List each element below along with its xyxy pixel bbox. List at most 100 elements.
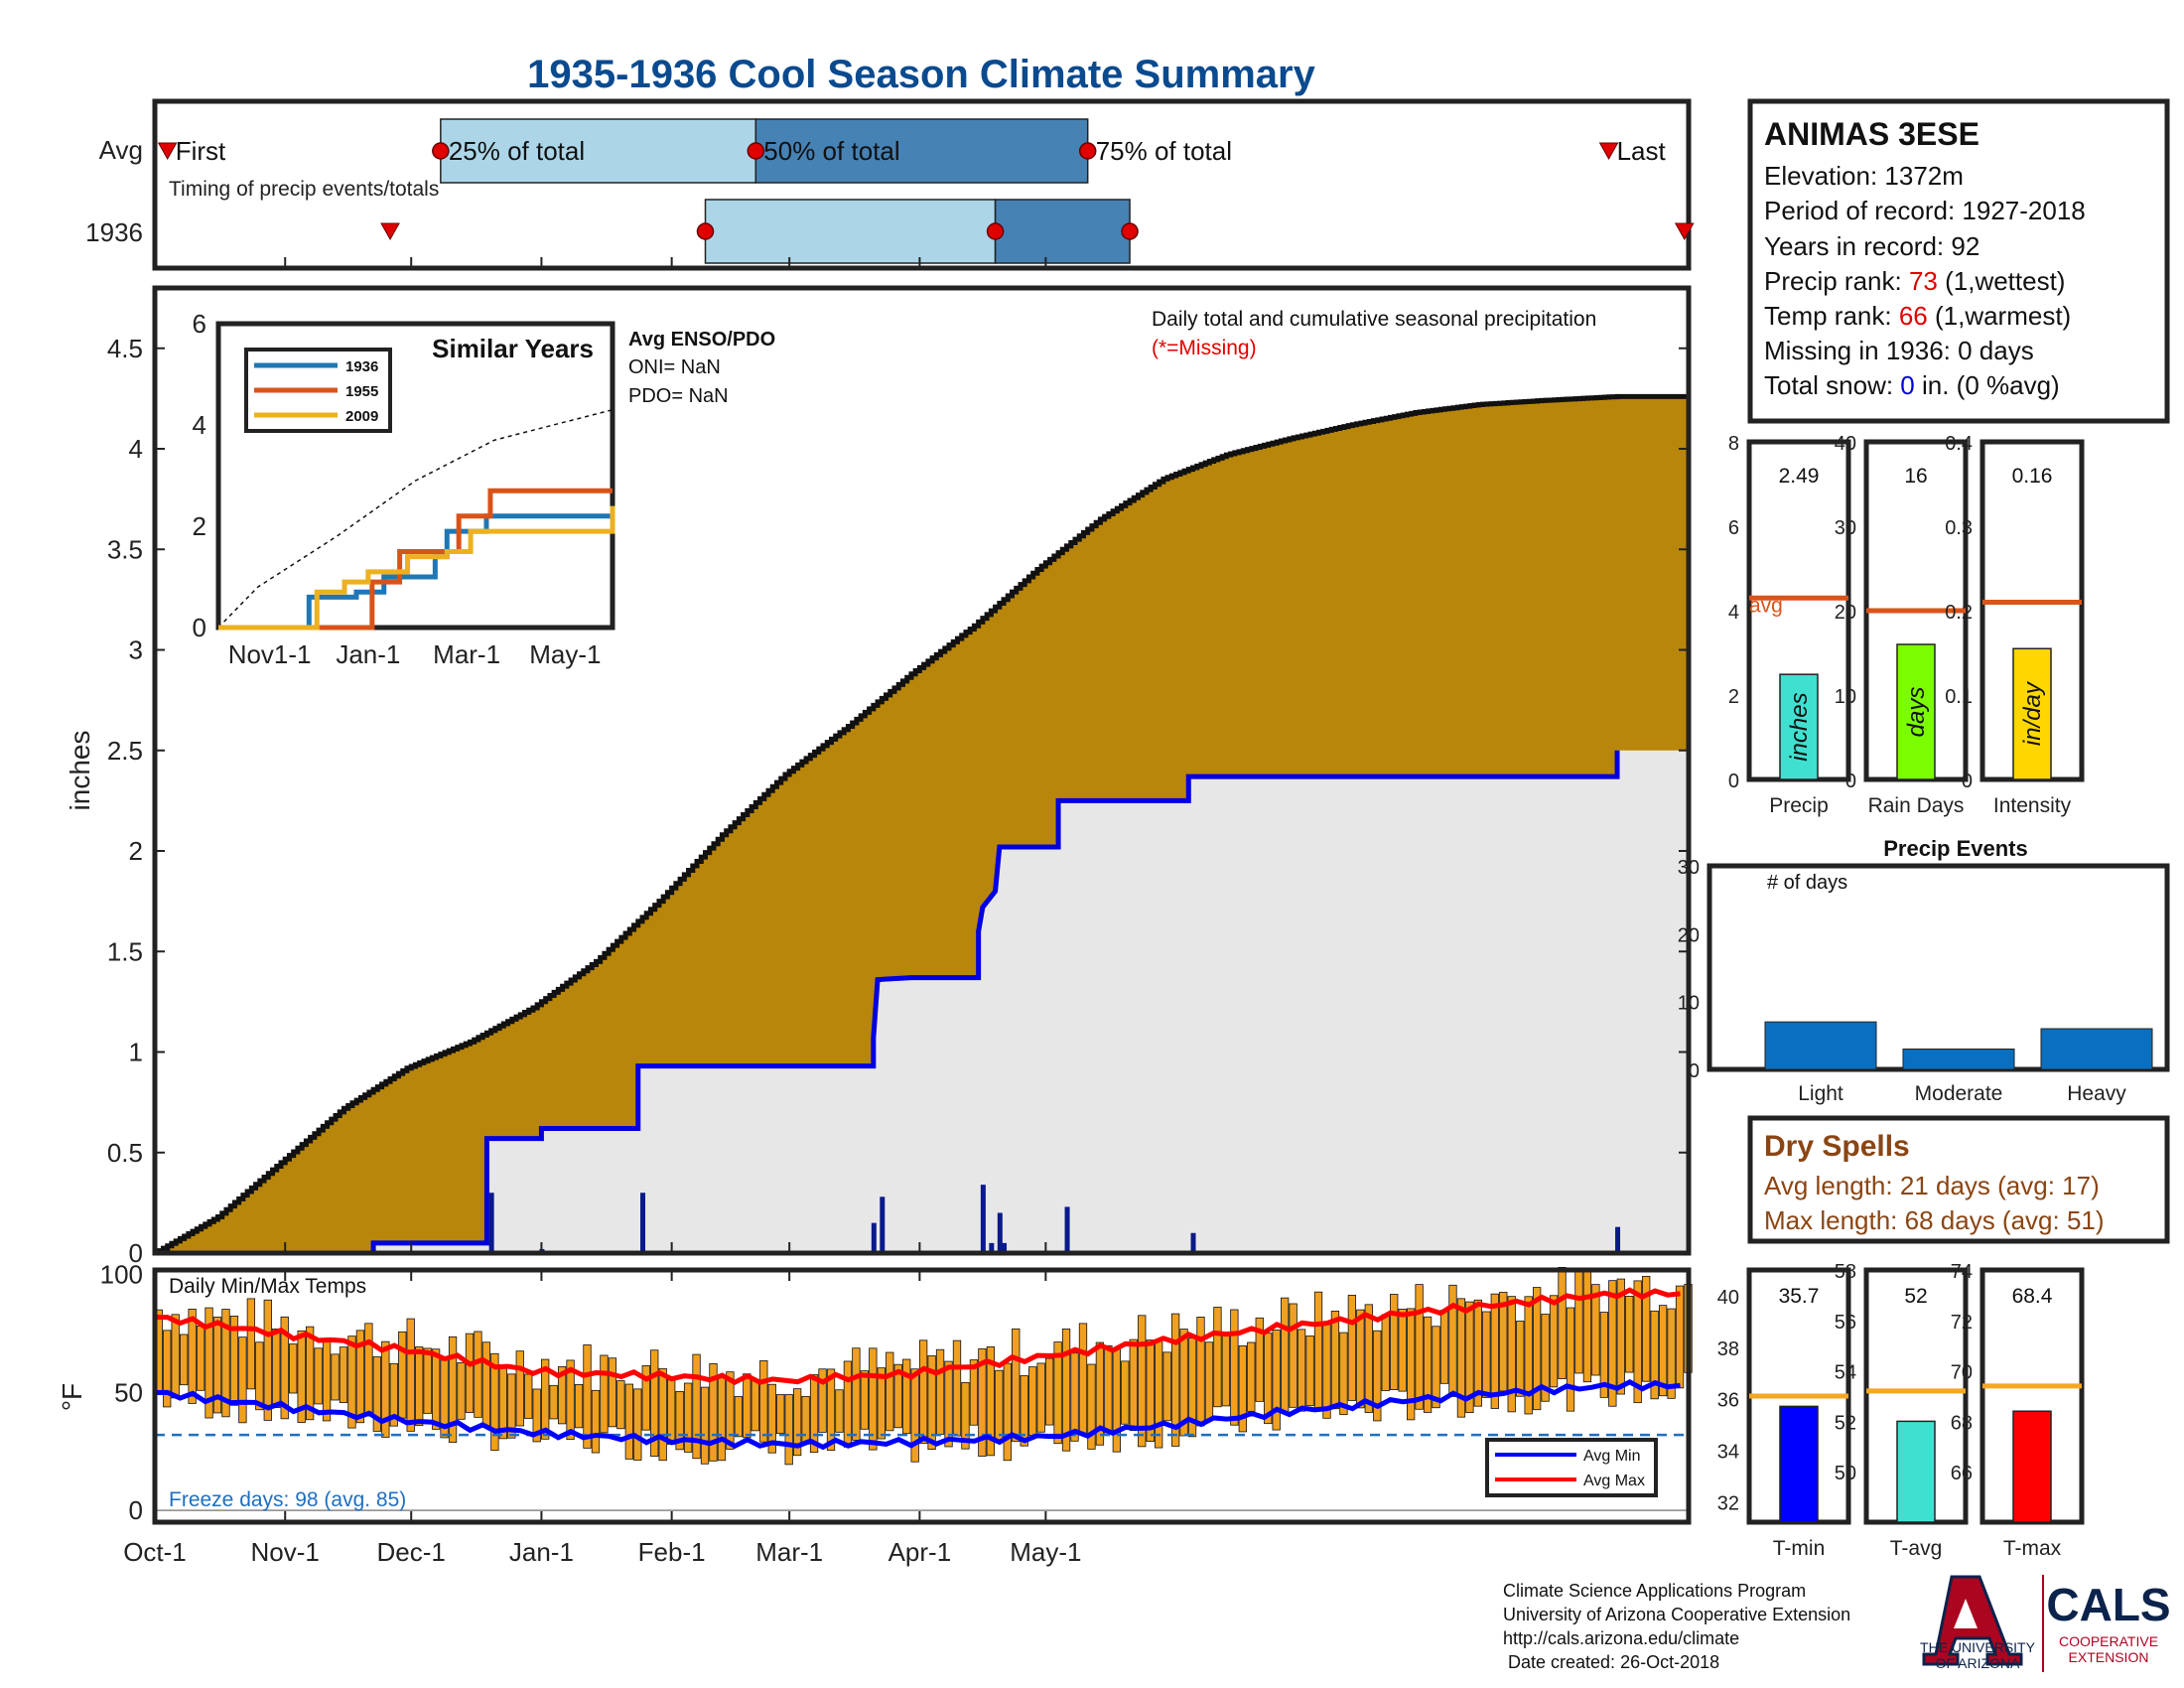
- daily-temp-bar: [364, 1323, 373, 1415]
- mini-bar-x-label: Intensity: [1993, 794, 2072, 817]
- timing-box-50-75: [754, 118, 1089, 184]
- daily-temp-bar: [734, 1396, 744, 1438]
- daily-temp-bar: [406, 1318, 415, 1432]
- daily-temp-bar: [944, 1360, 953, 1448]
- precip-events-marks: 0 10 20 30 Light Moderate Heavy: [1678, 857, 2153, 1105]
- inset-series-2009: [218, 505, 615, 631]
- daily-temp-bar: [1213, 1307, 1222, 1408]
- daily-temp-bar: [305, 1326, 315, 1421]
- station-precip-rank: Precip rank: 73 (1,wettest): [1764, 266, 2065, 296]
- mini-bar-unit: inches: [1786, 692, 1813, 761]
- precip-y-tick-label: 0.5: [107, 1138, 143, 1168]
- daily-temp-bar: [1574, 1271, 1583, 1374]
- daily-temp-bar: [1558, 1266, 1567, 1379]
- mini-bar-y-tick-label: 0.1: [1945, 686, 1973, 708]
- daily-temp-bar: [1196, 1317, 1205, 1427]
- daily-temp-bar: [591, 1389, 601, 1454]
- daily-temp-bar: [792, 1388, 802, 1457]
- daily-temp-bar: [1532, 1287, 1542, 1411]
- mini-bar-y-tick-label: 0.4: [1945, 433, 1973, 455]
- daily-temp-bar: [255, 1341, 264, 1411]
- daily-temp-bar: [759, 1360, 768, 1443]
- temp-bar-y-tick-label: 40: [1717, 1287, 1739, 1309]
- precip-events-note: # of days: [1767, 872, 1847, 894]
- temp-marks: [154, 1266, 1693, 1511]
- timing-percentile-dot: [1121, 222, 1139, 240]
- daily-temp-bar: [355, 1330, 365, 1424]
- timing-panel: Avg 1936 Timing of precip events/totals …: [85, 98, 1695, 271]
- events-x-label: Heavy: [2067, 1082, 2126, 1105]
- temp-y-ticks: 0 50 100: [100, 1260, 143, 1525]
- daily-temp-bar: [986, 1346, 996, 1457]
- daily-temp-bar: [1642, 1276, 1651, 1382]
- daily-temp-bar: [624, 1383, 633, 1460]
- station-name: ANIMAS 3ESE: [1764, 116, 1979, 152]
- daily-temp-bar: [557, 1366, 567, 1425]
- inset-x-tick-label: May-1: [529, 639, 601, 669]
- station-years: Years in record: 92: [1764, 231, 1979, 261]
- daily-precip-bar: [997, 1212, 1003, 1253]
- timing-row-1936-label: 1936: [85, 217, 143, 247]
- timing-p75-label: 75% of total: [1096, 136, 1232, 166]
- daily-temp-bar: [1448, 1284, 1457, 1397]
- daily-temp-bar: [935, 1348, 945, 1435]
- temp-bar-y-tick-label: 36: [1717, 1390, 1739, 1412]
- daily-temp-bar: [221, 1309, 230, 1418]
- footer: Climate Science Applications Program Uni…: [1503, 1581, 1850, 1672]
- precip-chart: 0 0.5 1 1.5 2 2.5 3 3.5 4 4.5 inches Daily total …: [65, 285, 1692, 1268]
- daily-precip-bar: [1064, 1206, 1070, 1253]
- daily-temp-bar: [1044, 1357, 1054, 1426]
- daily-temp-bar: [767, 1383, 776, 1454]
- mini-bar-y-tick-label: 2: [1728, 686, 1739, 708]
- inset-title: Similar Years: [432, 334, 594, 363]
- daily-temp-bar: [1339, 1332, 1348, 1416]
- events-bar-heavy: [2040, 1028, 2153, 1070]
- daily-temp-bar: [524, 1373, 533, 1419]
- station-period: Period of record: 1927-2018: [1764, 196, 2086, 225]
- daily-temp-bar: [717, 1374, 727, 1462]
- temp-bar-y-tick-label: 68: [1951, 1412, 1973, 1434]
- inset-x-tick-label: Nov1-1: [228, 639, 312, 669]
- daily-temp-bar: [163, 1330, 172, 1408]
- daily-temp-bar: [389, 1362, 398, 1427]
- mini-bar-y-tick-label: 0.2: [1945, 602, 1973, 624]
- timing-percentile-dot: [432, 142, 450, 160]
- mini-bar-unit: days: [1903, 687, 1930, 738]
- station-frame: [1747, 98, 2170, 424]
- events-y-tick-label: 20: [1678, 924, 1700, 946]
- daily-temp-bar: [1432, 1326, 1440, 1409]
- inset-x-tick-label: Mar-1: [433, 639, 500, 669]
- mini-bar-intensity: [2012, 647, 2052, 780]
- daily-temp-bar: [683, 1382, 693, 1453]
- daily-temp-bar: [532, 1388, 541, 1443]
- daily-temp-bar: [1591, 1284, 1600, 1376]
- daily-temp-bar: [995, 1369, 1004, 1443]
- x-tick-label: Feb-1: [638, 1537, 706, 1567]
- daily-temp-bar: [751, 1379, 759, 1432]
- daily-temp-bar: [1516, 1321, 1525, 1397]
- daily-temp-bar: [289, 1343, 298, 1394]
- daily-temp-bar: [549, 1384, 558, 1420]
- daily-temp-bar: [776, 1394, 785, 1435]
- temp-bar-y-tick-label: 70: [1951, 1362, 1973, 1384]
- inset-avg-line: [217, 408, 614, 629]
- dry-spells-title: Dry Spells: [1764, 1130, 1910, 1163]
- daily-temp-bar: [1087, 1363, 1096, 1450]
- precip-chart-title: Daily total and cumulative seasonal prec…: [1152, 308, 1596, 331]
- daily-temp-bar: [1482, 1311, 1491, 1398]
- temp-legend-box: [1485, 1438, 1658, 1497]
- daily-temp-bar: [465, 1333, 475, 1413]
- avg-min-line: [154, 1378, 1681, 1451]
- daily-temp-bar: [658, 1367, 667, 1462]
- events-bar-moderate: [1902, 1049, 2015, 1070]
- dry-spells-max: Max length: 68 days (avg: 51): [1764, 1205, 2105, 1235]
- temp-bar-value: 68.4: [2012, 1285, 2053, 1308]
- daily-temp-bar: [1675, 1285, 1685, 1389]
- timing-triangle-marker: [1598, 142, 1619, 161]
- temp-bar-y-tick-label: 66: [1951, 1463, 1973, 1484]
- daily-temp-bar: [641, 1365, 650, 1431]
- avg-max-line: [154, 1287, 1681, 1386]
- daily-temp-bar: [1456, 1298, 1466, 1418]
- timing-triangle-marker: [1674, 222, 1695, 241]
- daily-temp-bar: [826, 1368, 836, 1452]
